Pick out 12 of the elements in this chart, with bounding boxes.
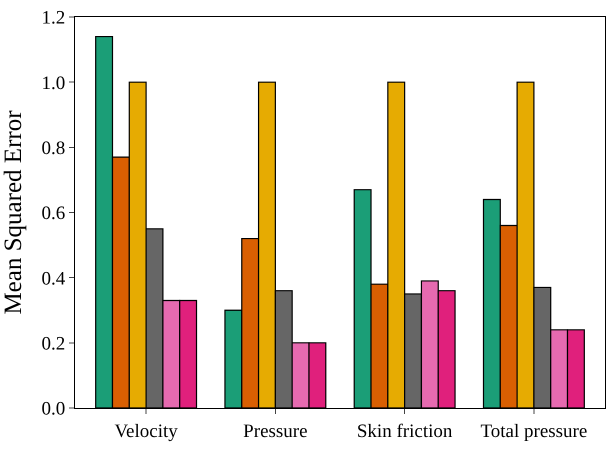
y-tick-label: 0.0: [41, 398, 66, 420]
y-tick-label: 1.2: [41, 8, 66, 29]
y-tick-label: 0.8: [41, 138, 66, 159]
y-tick-label: 0.4: [41, 268, 66, 290]
x-tick-label: Pressure: [243, 420, 308, 442]
y-tick-label: 0.2: [41, 333, 66, 354]
y-tick-label: 1.0: [41, 72, 66, 94]
y-tick-label: 0.6: [41, 203, 66, 224]
x-tick-label: Skin friction: [356, 420, 453, 442]
x-tick-label: Velocity: [114, 420, 178, 442]
x-tick-label: Total pressure: [480, 420, 588, 442]
y-axis-title: Mean Squared Error: [0, 110, 27, 315]
